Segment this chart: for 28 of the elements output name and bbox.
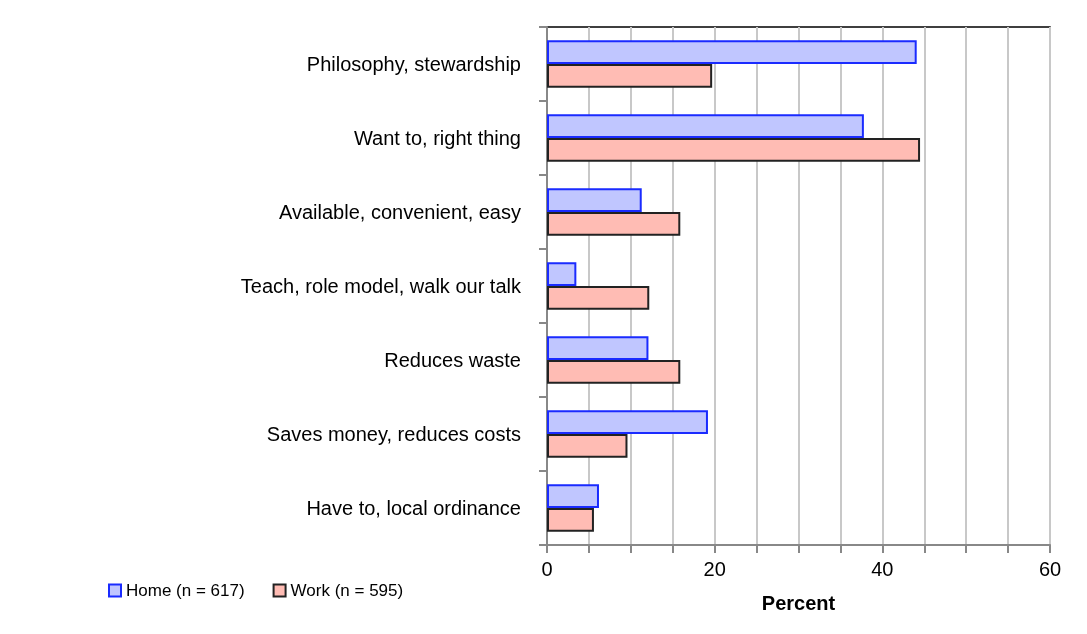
- y-tick-label: Available, convenient, easy: [278, 201, 521, 223]
- bar: [547, 336, 649, 360]
- x-tick-label: 40: [871, 558, 894, 580]
- y-tick-label: Saves money, reduces costs: [266, 423, 521, 445]
- bar: [547, 188, 642, 212]
- bar: [547, 360, 681, 384]
- x-tick-label: 60: [1038, 558, 1062, 580]
- bar: [547, 484, 599, 508]
- bar: [547, 64, 713, 88]
- bar: [547, 138, 921, 162]
- y-tick-label: Teach, role model, walk our talk: [240, 275, 522, 297]
- bar: [547, 212, 681, 236]
- x-tick-label: 0: [541, 558, 553, 580]
- bar: [547, 262, 577, 286]
- bar: [547, 40, 917, 64]
- legend-label: Work (n = 595): [290, 581, 404, 600]
- bar: [547, 114, 864, 138]
- x-axis-title: Percent: [761, 592, 836, 614]
- y-tick-label: Reduces waste: [384, 349, 521, 371]
- y-tick-label: Want to, right thing: [353, 127, 521, 149]
- bar: [547, 508, 594, 532]
- legend-label: Home (n = 617): [126, 581, 245, 600]
- bar: [547, 434, 628, 458]
- y-tick-label: Have to, local ordinance: [306, 497, 521, 519]
- y-tick-label: Philosophy, stewardship: [306, 53, 521, 75]
- x-tick-label: 20: [703, 558, 726, 580]
- bar: [547, 286, 650, 310]
- bar: [547, 410, 708, 434]
